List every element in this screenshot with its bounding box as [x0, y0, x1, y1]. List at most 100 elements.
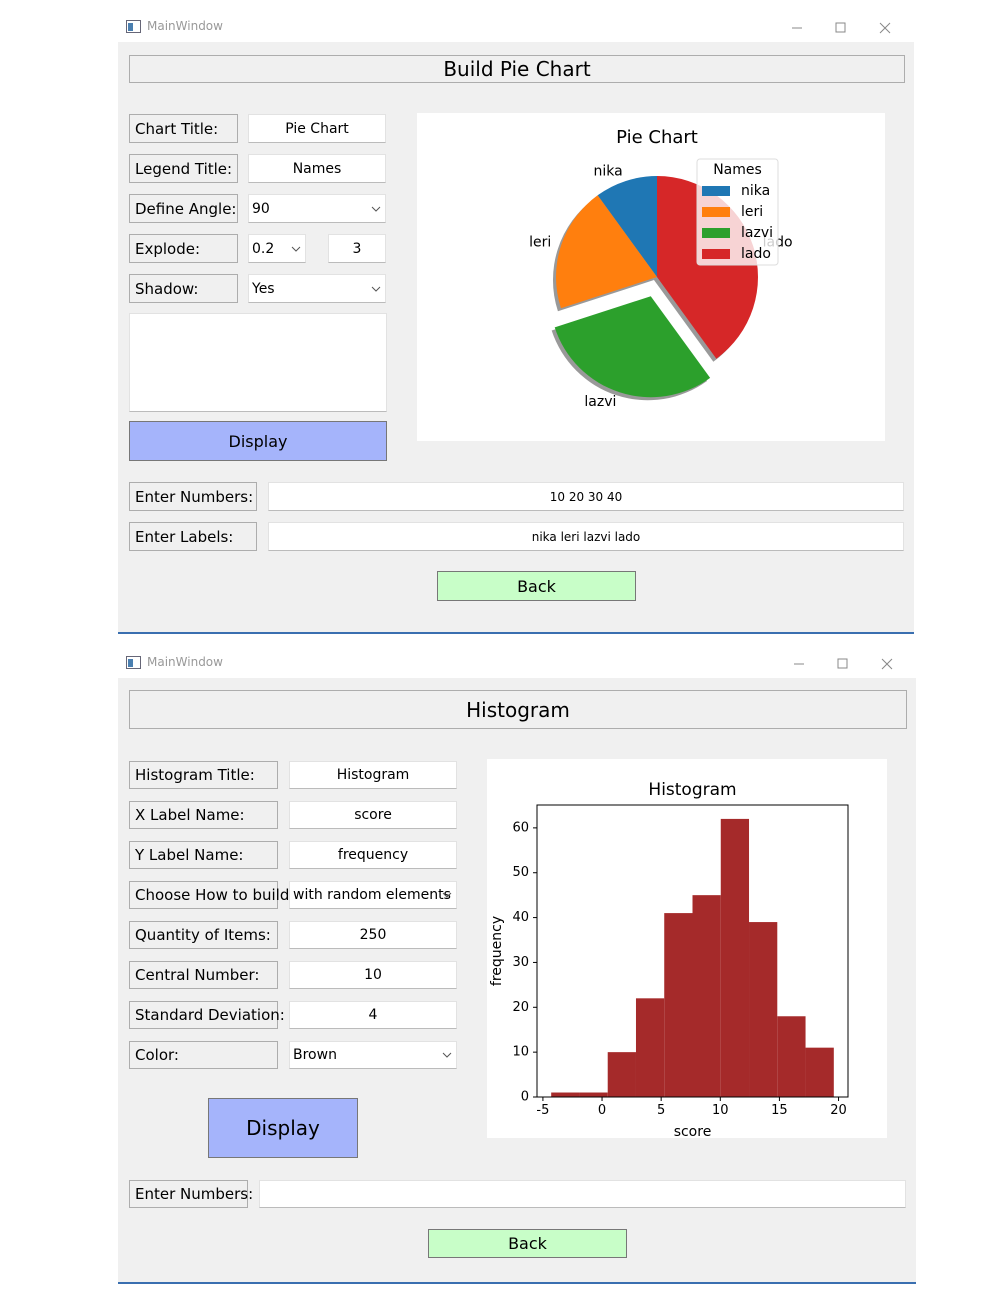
bar: [664, 913, 693, 1097]
dropdown-arrow: [442, 892, 452, 898]
y-tick-label: 20: [512, 1000, 529, 1015]
text-area[interactable]: [129, 313, 387, 412]
field-label: Explode:: [129, 234, 238, 263]
bar: [777, 1016, 806, 1097]
dropdown-arrow: [371, 206, 381, 212]
chevron: [371, 206, 381, 212]
heading: Build Pie Chart: [129, 55, 905, 83]
chevron: [291, 246, 301, 252]
bar: [579, 1092, 608, 1097]
y-tick-label: 30: [512, 955, 529, 970]
y-tick-label: 10: [512, 1045, 529, 1060]
title-bar: [118, 12, 914, 42]
field-label: X Label Name:: [129, 801, 278, 829]
row-label: Enter Labels:: [129, 522, 257, 551]
field-label: Histogram Title:: [129, 761, 278, 789]
field-label: Shadow:: [129, 274, 238, 303]
x-axis-label: score: [674, 1124, 712, 1138]
chart-title: Pie Chart: [616, 127, 698, 148]
wedge-label: leri: [529, 235, 551, 251]
field-label: Y Label Name:: [129, 841, 278, 869]
heading: Histogram: [129, 690, 907, 729]
title-bar: [118, 648, 916, 678]
x-tick-label: 15: [771, 1103, 788, 1118]
row-label: Enter Numbers:: [129, 1180, 253, 1208]
legend-swatch: [702, 249, 730, 259]
window-title: MainWindow: [147, 655, 223, 669]
pie-chart: Pie Chart nika leri lazvi lado Names nika leri l…: [417, 113, 885, 441]
back-button[interactable]: Back: [428, 1229, 627, 1258]
legend-title: Names: [713, 162, 762, 178]
text-input[interactable]: Histogram: [289, 761, 457, 789]
wedge: [597, 176, 657, 277]
wedge: [556, 195, 657, 309]
combo-box[interactable]: 90: [248, 194, 386, 223]
field-label: Central Number:: [129, 961, 278, 989]
plot-frame: [536, 804, 849, 1098]
legend-label: lazvi: [741, 225, 773, 241]
field-label: Color:: [129, 1041, 278, 1069]
field-label: Quantity of Items:: [129, 921, 278, 949]
window-title: MainWindow: [147, 19, 223, 33]
wedge-label: nika: [593, 163, 622, 179]
display-button[interactable]: Display: [129, 421, 387, 461]
bar: [635, 998, 665, 1097]
text-input[interactable]: 250: [289, 921, 457, 949]
dropdown-arrow: [291, 246, 301, 252]
legend-box: [696, 158, 779, 266]
y-axis-label: frequency: [489, 916, 505, 986]
display-button[interactable]: Display: [208, 1098, 358, 1158]
text-input[interactable]: 10 20 30 40: [268, 482, 904, 511]
maximize: [835, 22, 846, 33]
bar: [720, 818, 750, 1097]
text-input[interactable]: 4: [289, 1001, 457, 1029]
x-tick-label: 0: [598, 1103, 606, 1118]
field-label: Legend Title:: [129, 154, 238, 183]
legend-label: nika: [741, 183, 770, 199]
row-label: Enter Numbers:: [129, 482, 257, 511]
y-tick-label: 60: [512, 820, 529, 835]
chart-title: Histogram: [648, 780, 736, 800]
x-tick-label: -5: [536, 1103, 549, 1118]
text-input[interactable]: score: [289, 801, 457, 829]
app-icon: [126, 656, 141, 669]
text-input[interactable]: Names: [248, 154, 386, 183]
combo-box[interactable]: 0.2: [248, 234, 306, 263]
bar: [749, 922, 778, 1097]
chevron: [442, 1052, 452, 1058]
text-input[interactable]: 10: [289, 961, 457, 989]
field-label: Choose How to build:: [129, 881, 294, 909]
field-label: Define Angle:: [129, 194, 238, 223]
window-controls: [792, 22, 891, 34]
bar: [805, 1047, 834, 1097]
text-input[interactable]: Pie Chart: [248, 114, 386, 143]
x-tick-label: 10: [712, 1103, 729, 1118]
app-icon: [126, 20, 141, 33]
legend-swatch: [702, 228, 730, 238]
dropdown-arrow: [442, 1052, 452, 1058]
bar: [551, 1092, 580, 1097]
text-input[interactable]: nika leri lazvi lado: [268, 522, 904, 551]
y-tick-label: 50: [512, 865, 529, 880]
field-label: Chart Title:: [129, 114, 238, 143]
text-input[interactable]: [259, 1180, 906, 1208]
dropdown-arrow: [371, 286, 381, 292]
back-button[interactable]: Back: [437, 571, 636, 601]
wedge: [554, 296, 711, 398]
close: [881, 658, 893, 670]
combo-box[interactable]: Yes: [248, 274, 386, 303]
combo-box[interactable]: with random elements: [289, 881, 457, 909]
x-tick-label: 5: [657, 1103, 665, 1118]
chevron: [442, 892, 452, 898]
text-input[interactable]: 3: [328, 234, 386, 263]
icon-fill: [128, 23, 133, 31]
window-controls: [794, 658, 893, 670]
bar: [692, 895, 721, 1097]
wedge-label: lazvi: [584, 394, 616, 410]
text-input[interactable]: frequency: [289, 841, 457, 869]
bar: [607, 1052, 636, 1097]
x-tick-label: 20: [830, 1103, 847, 1118]
close: [879, 22, 891, 34]
combo-box[interactable]: Brown: [289, 1041, 457, 1069]
